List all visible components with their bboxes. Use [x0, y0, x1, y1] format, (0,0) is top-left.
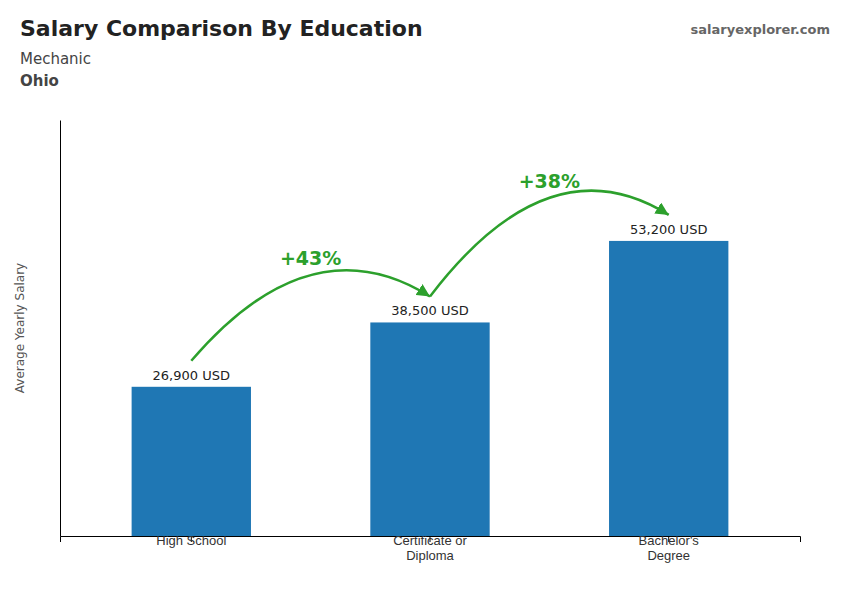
growth-arrow: [430, 191, 669, 297]
x-tick-label-line: Certificate or: [393, 533, 467, 548]
x-axis: High School Certificate orDiploma Bachelor…: [61, 533, 801, 563]
x-tick-label-line: Bachelor's: [639, 533, 700, 548]
bar: [609, 241, 728, 536]
x-tick: Bachelor'sDegree: [639, 533, 700, 563]
watermark: salaryexplorer.com: [691, 22, 830, 37]
x-tick-label-line: High School: [156, 533, 226, 548]
growth-label: +38%: [519, 170, 580, 192]
x-tick-label-line: Diploma: [406, 548, 454, 563]
annotations: +43% +38% salaryexplorer.com: [191, 22, 830, 361]
subtitle: Ohio: [20, 72, 59, 90]
y-axis-title: Average Yearly Salary: [13, 263, 27, 393]
data-label: 38,500 USD: [391, 303, 468, 318]
growth-arrow: [191, 270, 430, 361]
bar: [132, 387, 251, 536]
data-label: 53,200 USD: [630, 222, 707, 237]
x-tick: Certificate orDiploma: [393, 533, 467, 563]
bar: [370, 322, 489, 536]
x-tick: High School: [156, 533, 226, 548]
chart-svg: Salary Comparison By Education Mechanic Oh…: [0, 0, 850, 606]
x-tick-label: Bachelor'sDegree: [639, 533, 700, 563]
x-tick-label: High School: [156, 533, 226, 548]
x-tick-label: Certificate orDiploma: [393, 533, 467, 563]
data-label: 26,900 USD: [153, 368, 230, 383]
chart-container: Salary Comparison By Education Mechanic Oh…: [0, 0, 850, 606]
bars: [132, 241, 729, 536]
x-tick-label-line: Degree: [647, 548, 690, 563]
title: Salary Comparison By Education: [20, 16, 423, 41]
growth-label: +43%: [280, 247, 341, 269]
subtitle: Mechanic: [20, 50, 91, 68]
y-axis: [60, 121, 61, 537]
y-axis-line: [60, 121, 61, 537]
data-labels: 26,900 USD 38,500 USD 53,200 USD: [153, 222, 708, 383]
